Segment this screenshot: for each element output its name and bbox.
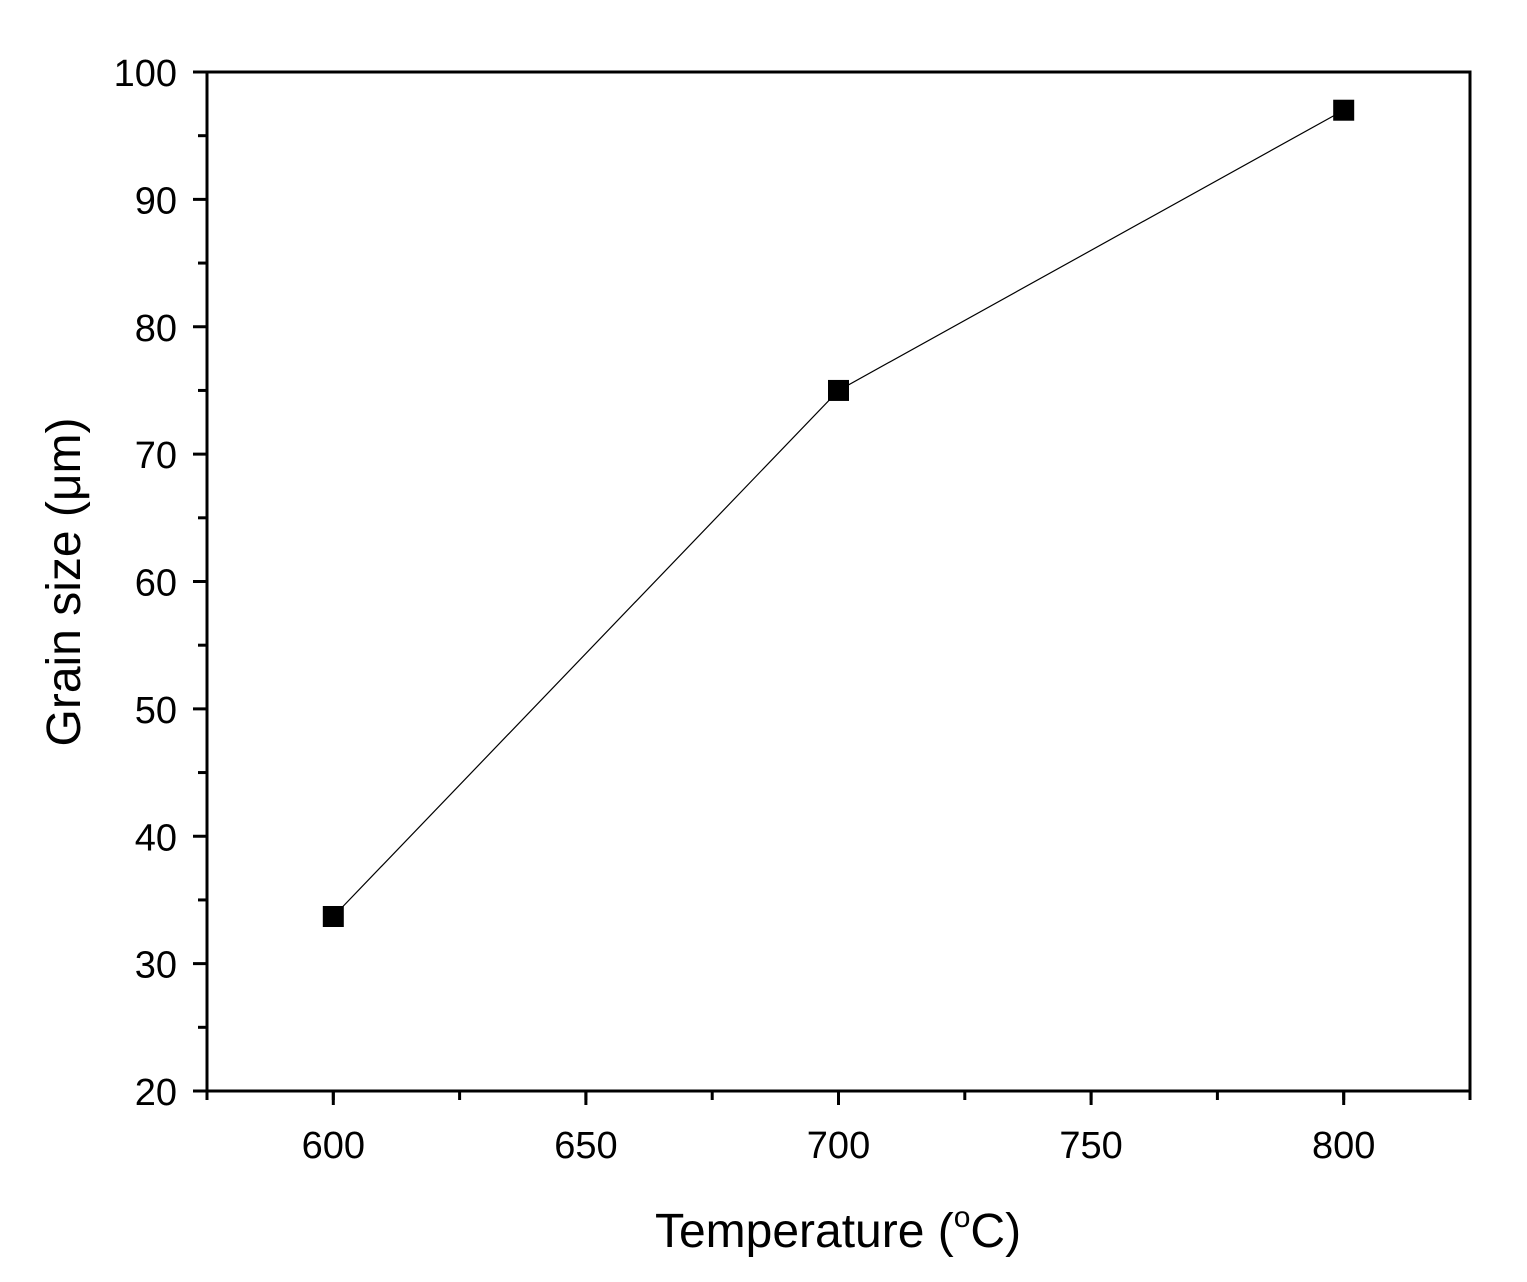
x-tick-label: 600: [302, 1125, 365, 1167]
x-tick-label: 750: [1059, 1125, 1122, 1167]
y-tick-label: 30: [135, 945, 177, 987]
plot-frame: [205, 70, 1472, 1093]
data-point-marker: [828, 379, 849, 401]
y-tick-label: 40: [135, 817, 177, 859]
y-axis-ticks: 20 30 40 50 60 70 80 90 100: [114, 53, 207, 1114]
y-tick-label: 80: [135, 308, 177, 350]
x-tick-label: 650: [554, 1125, 617, 1167]
y-tick-label: 20: [135, 1072, 177, 1114]
x-tick-label: 800: [1312, 1125, 1375, 1167]
x-tick-label: 700: [807, 1125, 870, 1167]
y-tick-label: 60: [135, 563, 177, 605]
series-group: [322, 99, 1355, 927]
x-axis-title-end: C): [970, 1205, 1021, 1258]
y-tick-label: 90: [135, 180, 177, 222]
x-axis-title: Temperature (oC): [655, 1201, 1021, 1258]
y-tick-label: 70: [135, 435, 177, 477]
x-axis-title-superscript: o: [954, 1201, 971, 1234]
y-axis-title: Grain size (μm): [38, 417, 91, 746]
data-point-marker: [1333, 99, 1355, 121]
series-line: [332, 109, 1344, 917]
data-point-marker: [322, 905, 344, 927]
x-axis-title-main: Temperature (: [655, 1205, 954, 1258]
y-tick-label: 50: [135, 690, 177, 732]
y-tick-label: 100: [114, 53, 177, 95]
x-axis-ticks: 600 650 700 750 800: [205, 1091, 1472, 1167]
